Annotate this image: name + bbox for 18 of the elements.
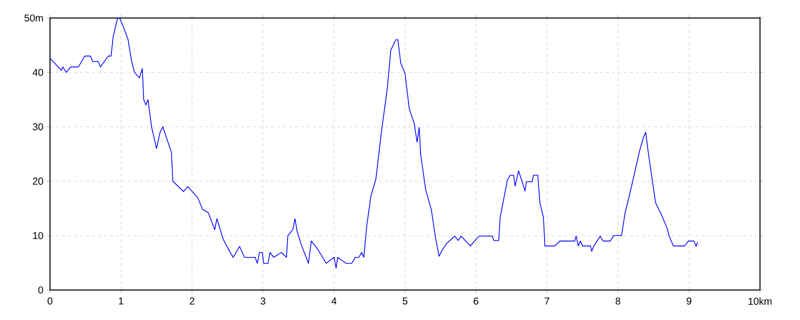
x-tick-label: 4	[331, 298, 336, 304]
y-tick-label: 40	[32, 68, 44, 76]
x-tick-label: 9	[686, 298, 692, 305]
y-tick-label: 10	[33, 232, 44, 240]
y-tick-label: 0	[38, 286, 44, 294]
line-series	[50, 18, 698, 269]
x-tick-label: 0	[48, 298, 52, 305]
y-tick-label: 20	[32, 178, 44, 185]
x-tick-label: 2	[190, 298, 194, 304]
x-tick-label: 1	[119, 298, 124, 304]
x-tick-label: 7	[544, 298, 550, 304]
x-tick-label: 6	[474, 298, 478, 305]
x-tick-label: 8	[616, 298, 620, 305]
x-tick-label: 3	[260, 298, 266, 305]
x-tick-label: 10km	[748, 298, 772, 305]
y-tick-label: 50m	[24, 14, 43, 22]
x-tick-label: 5	[402, 298, 408, 304]
y-tick-label: 30	[32, 123, 44, 130]
